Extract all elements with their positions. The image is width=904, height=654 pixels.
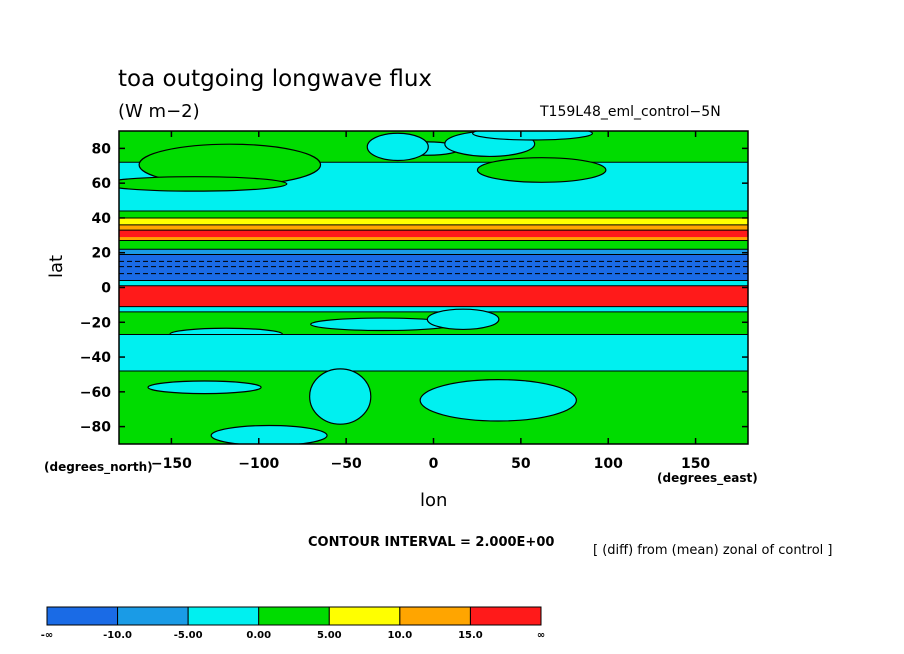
contour-band	[119, 249, 748, 255]
y-tick-label: −20	[80, 315, 111, 331]
x-tick-label: 100	[594, 456, 623, 472]
x-tick-label: 0	[429, 456, 439, 472]
y-tick-label: 0	[101, 281, 111, 297]
x-tick-label: 150	[681, 456, 710, 472]
chart-title: toa outgoing longwave flux	[118, 66, 433, 92]
contour-patch	[426, 308, 500, 331]
contour-patch	[309, 368, 372, 425]
diff-note: [ (diff) from (mean) zonal of control ]	[593, 543, 833, 558]
x-tick-label: −100	[238, 456, 279, 472]
x-tick-label: −50	[331, 456, 362, 472]
contour-band	[119, 217, 748, 225]
y-tick-label: −60	[80, 385, 111, 401]
contour-band	[119, 280, 748, 286]
contour-patch	[472, 131, 594, 141]
colorbar-label: 0.00	[246, 630, 271, 641]
colorbar-label: -∞	[41, 630, 53, 641]
contour-band	[119, 306, 748, 312]
y-tick-label: 60	[92, 176, 112, 192]
colorbar-swatch	[187, 606, 260, 626]
colorbar-label: 10.0	[388, 630, 413, 641]
y-tick-label: 80	[92, 141, 112, 157]
colorbar-swatch	[469, 606, 542, 626]
contour-patch	[366, 132, 429, 162]
colorbar-swatch	[258, 606, 330, 626]
y-units-label: (degrees_north)	[44, 460, 153, 474]
y-tick-label: −80	[80, 420, 111, 436]
x-axis-label: lon	[420, 490, 448, 511]
contour-patch	[210, 424, 328, 444]
y-tick-label: −40	[80, 350, 111, 366]
contour-band	[119, 254, 748, 281]
colorbar-label: ∞	[537, 630, 545, 641]
contour-band	[119, 230, 748, 238]
colorbar-label: -10.0	[103, 630, 132, 641]
x-tick-label: −150	[151, 456, 192, 472]
contour-interval: CONTOUR INTERVAL = 2.000E+00	[308, 535, 555, 550]
colorbar-swatch	[399, 606, 471, 626]
x-tick-label: 50	[511, 456, 531, 472]
contour-band	[119, 285, 748, 307]
colorbar-label: 15.0	[458, 630, 483, 641]
run-label: T159L48_eml_control−5N	[540, 104, 721, 120]
colorbar-swatch	[117, 606, 189, 626]
y-tick-label: 20	[92, 246, 112, 262]
contour-band	[119, 210, 748, 218]
colorbar-swatch	[46, 606, 119, 626]
contour-patch	[419, 379, 577, 422]
chart-units: (W m−2)	[118, 101, 200, 122]
colorbar-swatch	[328, 606, 401, 626]
x-units-label: (degrees_east)	[657, 471, 758, 485]
contour-patch	[119, 176, 288, 192]
contour-patch	[147, 380, 262, 395]
colorbar-label: 5.00	[317, 630, 342, 641]
contour-patch	[476, 157, 607, 183]
contour-band	[119, 240, 748, 250]
contour-band	[119, 334, 748, 371]
y-axis-label: lat	[46, 254, 67, 278]
colorbar-label: -5.00	[174, 630, 203, 641]
y-tick-label: 40	[92, 211, 112, 227]
